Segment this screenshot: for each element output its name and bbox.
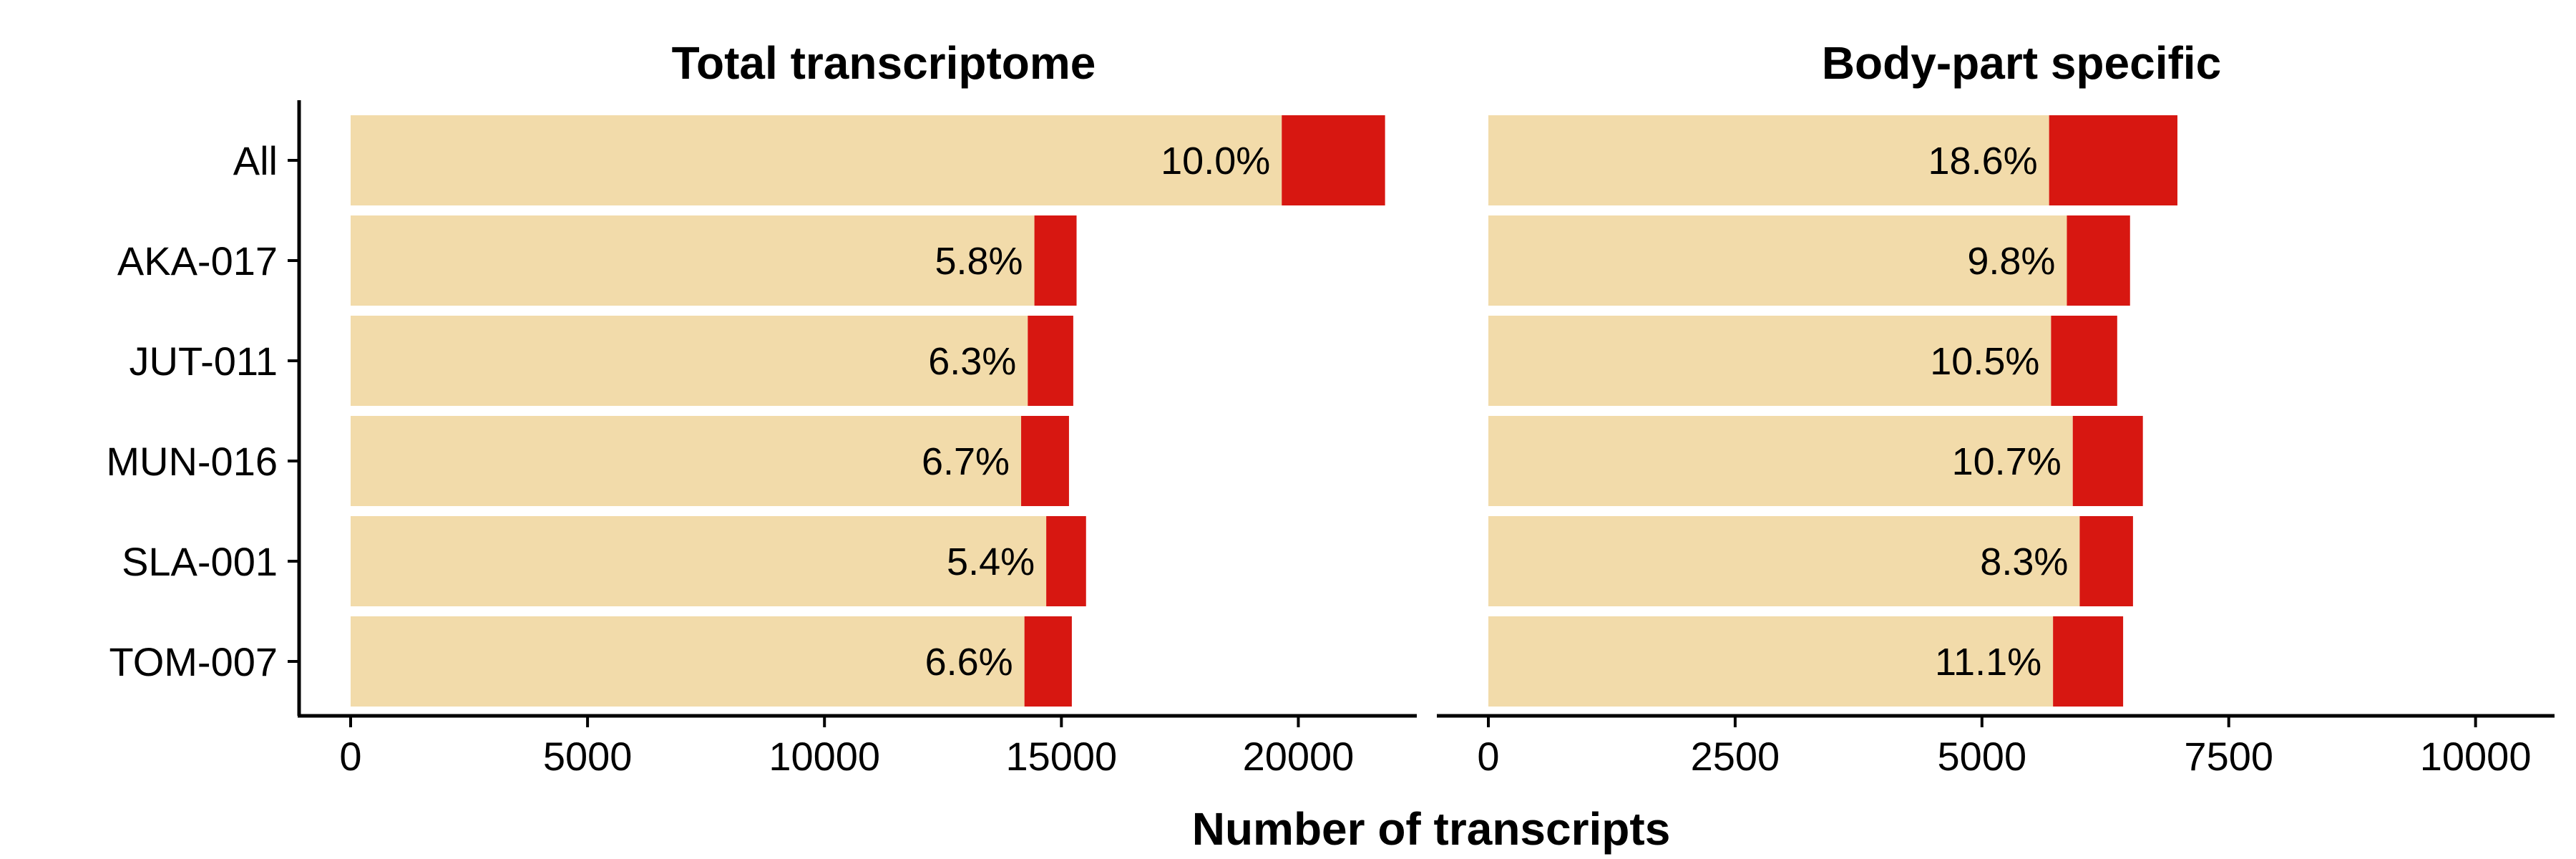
bar-highlight-tom-007 [2053, 616, 2124, 707]
bar-percent-label: 6.6% [925, 641, 1013, 684]
bar-base-sla-001 [1488, 516, 2080, 606]
bar-percent-label: 9.8% [1967, 240, 2055, 283]
x-tick-label: 2500 [1691, 734, 1780, 779]
bar-base-tom-007 [1488, 616, 2054, 707]
x-tick-label: 20000 [1243, 734, 1355, 779]
bar-percent-label: 6.3% [928, 340, 1016, 383]
bar-highlight-all [2049, 115, 2177, 205]
bar-highlight-mun-016 [1021, 416, 1069, 506]
bar-base-aka-017 [351, 215, 1035, 306]
bar-base-all [351, 115, 1282, 205]
bar-percent-label: 11.1% [1935, 641, 2041, 684]
bar-highlight-jut-011 [1028, 316, 1073, 406]
x-tick-label: 5000 [543, 734, 633, 779]
bar-highlight-aka-017 [2067, 215, 2130, 306]
panel-title-total-transcriptome: Total transcriptome [672, 37, 1096, 89]
panel-title-body-part-specific: Body-part specific [1822, 37, 2221, 89]
x-axis-label: Number of transcripts [1192, 803, 1671, 855]
x-tick-label: 0 [1477, 734, 1499, 779]
y-tick-label-jut-011: JUT-011 [130, 339, 278, 384]
bar-base-mun-016 [351, 416, 1022, 506]
bar-percent-label: 10.0% [1161, 140, 1270, 183]
x-tick-label: 7500 [2184, 734, 2273, 779]
bar-highlight-mun-016 [2072, 416, 2143, 506]
y-tick-label-mun-016: MUN-016 [106, 439, 278, 484]
bar-base-aka-017 [1488, 215, 2067, 306]
bar-percent-label: 18.6% [1928, 140, 2038, 183]
bar-percent-label: 5.4% [947, 540, 1035, 583]
bar-base-jut-011 [1488, 316, 2051, 406]
x-tick-label: 0 [339, 734, 361, 779]
bar-highlight-sla-001 [2079, 516, 2133, 606]
bar-highlight-sla-001 [1046, 516, 1086, 606]
bar-highlight-tom-007 [1024, 616, 1072, 707]
bar-highlight-all [1282, 115, 1385, 205]
bar-percent-label: 8.3% [1980, 540, 2068, 583]
y-tick-label-aka-017: AKA-017 [117, 238, 278, 283]
bar-base-all [1488, 115, 2049, 205]
panel-body-part-specific: Body-part specific 18.6% 9.8% 10.5% 10.7% 8.… [1437, 37, 2555, 779]
y-tick-label-tom-007: TOM-007 [109, 639, 278, 684]
bar-highlight-jut-011 [2051, 316, 2117, 406]
bar-base-tom-007 [351, 616, 1025, 707]
bar-highlight-aka-017 [1034, 215, 1077, 306]
panel-total-transcriptome: Total transcriptome 10.0% All 5.8% AKA-017 6… [106, 37, 1417, 779]
x-tick-label: 15000 [1005, 734, 1117, 779]
x-tick-label: 10000 [769, 734, 880, 779]
bar-base-sla-001 [351, 516, 1047, 606]
x-tick-label: 10000 [2420, 734, 2532, 779]
bar-percent-label: 10.7% [1952, 440, 2062, 483]
x-tick-label: 5000 [1938, 734, 2027, 779]
bar-percent-label: 6.7% [922, 440, 1010, 483]
y-tick-label-all: All [233, 138, 278, 183]
bar-percent-label: 5.8% [935, 240, 1023, 283]
bar-base-jut-011 [351, 316, 1028, 406]
bar-base-mun-016 [1488, 416, 2073, 506]
bar-percent-label: 10.5% [1930, 340, 2039, 383]
y-tick-label-sla-001: SLA-001 [122, 539, 278, 584]
